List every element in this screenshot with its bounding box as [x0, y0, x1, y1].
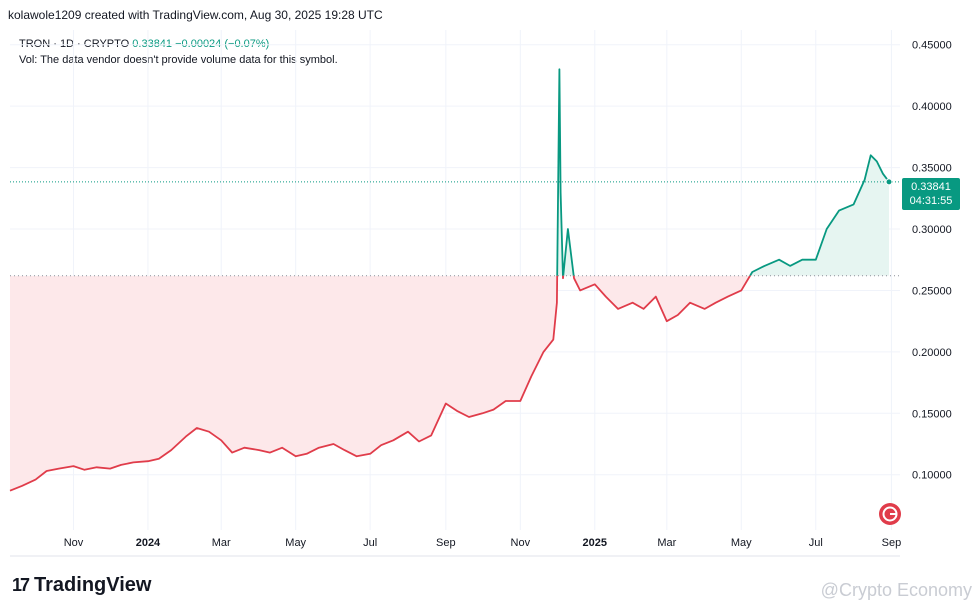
x-tick-label: 2024 [136, 537, 161, 549]
x-tick-label: Sep [882, 537, 902, 549]
y-tick-label: 0.10000 [912, 470, 952, 482]
last-price-tag: 0.33841 04:31:55 [902, 178, 960, 210]
y-tick-label: 0.20000 [912, 347, 952, 359]
tradingview-logo[interactable]: 17 TradingView [12, 574, 151, 597]
price-chart[interactable]: 0.10000 0.15000 0.20000 0.25000 0.30000 0.350… [0, 0, 980, 570]
down-area-fill [10, 275, 751, 491]
y-tick-label: 0.25000 [912, 285, 952, 297]
x-tick-label: May [731, 537, 752, 549]
created-by-text: kolawole1209 created with TradingView.co… [8, 8, 383, 22]
price-line-up [556, 68, 890, 276]
x-tick-label: Jul [809, 537, 823, 549]
legend: TRON · 1D · CRYPTO 0.33841 −0.00024 (−0.… [19, 36, 338, 68]
watermark: @Crypto Economy [820, 580, 972, 600]
alert-clock-icon[interactable] [877, 501, 903, 527]
y-tick-label: 0.30000 [912, 224, 952, 236]
x-tick-label: Nov [64, 537, 84, 549]
brand-name: TradingView [34, 574, 152, 596]
legend-price: 0.33841 [132, 38, 173, 50]
x-tick-label: Sep [436, 537, 456, 549]
x-tick-label: Mar [657, 537, 676, 549]
y-tick-label: 0.15000 [912, 408, 952, 420]
legend-change: −0.00024 (−0.07%) [175, 38, 270, 50]
x-tick-label: 2025 [583, 537, 607, 549]
legend-row: TRON · 1D · CRYPTO 0.33841 −0.00024 (−0.… [19, 36, 338, 52]
x-tick-label: May [285, 537, 306, 549]
price-line-down [9, 275, 752, 492]
x-tick-label: Mar [212, 537, 231, 549]
tradingview-logo-icon: 17 [12, 575, 30, 595]
y-tick-label: 0.35000 [912, 163, 952, 175]
last-price-marker [885, 178, 893, 186]
y-tick-label: 0.45000 [912, 40, 952, 52]
bar-countdown: 04:31:55 [909, 195, 953, 207]
last-price-value: 0.33841 [911, 181, 951, 193]
x-tick-label: Nov [511, 537, 531, 549]
x-tick-label: Jul [363, 537, 377, 549]
volume-note: Vol: The data vendor doesn't provide vol… [19, 54, 338, 66]
symbol-label[interactable]: TRON · 1D · CRYPTO [19, 38, 130, 50]
y-tick-label: 0.40000 [912, 101, 952, 113]
